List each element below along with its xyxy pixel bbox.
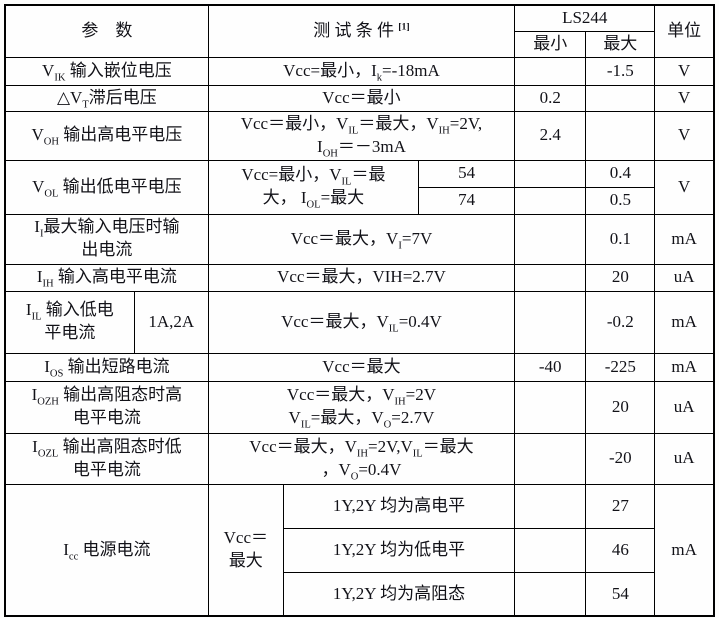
row-iozh-min [514,380,587,434]
row-iih-cond: Vcc＝最大，VIH=2.7V [207,263,516,292]
row-iozl-cond: Vcc＝最大，VIH=2V,VIL＝最大 ，VO=0.4V [207,432,516,485]
header-max: 最大 [585,30,656,58]
row-ios-param: IOS 输出短路电流 [4,352,209,382]
header-test-conditions: 测 试 条 件 [1] [207,4,516,58]
row-ii-unit: mA [654,213,715,265]
row-iih-min [514,263,587,292]
row-ios-cond: Vcc＝最大 [207,352,516,382]
row-vik-min [514,56,587,86]
row-ios-unit: mA [654,352,715,382]
row-vol-74-max: 0.5 [585,186,656,215]
row-icc-low-max: 46 [585,527,656,573]
row-vol-54-min [514,159,587,188]
row-vik-param: VIK 输入嵌位电压 [4,56,209,86]
row-voh-param: VOH 输出高电平电压 [4,110,209,161]
row-vol-74-label: 74 [418,186,516,215]
row-vik-unit: V [654,56,715,86]
row-icc-cond: Vcc＝ 最大 [207,483,284,617]
row-icc-param: Icc 电源电流 [4,483,209,617]
row-dvt-max [585,84,656,112]
row-voh-unit: V [654,110,715,161]
row-iil-gate: 1A,2A [133,290,209,354]
row-icc-hiz-min [514,571,587,617]
row-ii-cond: Vcc＝最大，VI=7V [207,213,516,265]
ls244-electrical-characteristics-table: 参 数 测 试 条 件 [1] LS244 单位 最小 最大 VIK 输入嵌位电… [4,4,715,618]
header-unit: 单位 [654,4,715,58]
row-icc-hiz-label: 1Y,2Y 均为高阻态 [282,571,516,617]
row-iozh-unit: uA [654,380,715,434]
row-voh-cond: Vcc＝最小，VIL＝最大，VIH=2V, IOH＝－3mA [207,110,516,161]
row-vol-param: VOL 输出低电平电压 [4,159,209,215]
row-icc-low-min [514,527,587,573]
row-vol-cond: Vcc=最小，VIL＝最 大， IOL=最大 [207,159,420,215]
row-icc-high-label: 1Y,2Y 均为高电平 [282,483,516,529]
row-iozh-max: 20 [585,380,656,434]
row-iil-min [514,290,587,354]
row-voh-min: 2.4 [514,110,587,161]
row-iih-unit: uA [654,263,715,292]
row-ios-max: -225 [585,352,656,382]
row-ii-param: II最大输入电压时输 出电流 [4,213,209,265]
row-ios-min: -40 [514,352,587,382]
row-iil-max: -0.2 [585,290,656,354]
row-iih-max: 20 [585,263,656,292]
row-iozh-param: IOZH 输出高阻态时高 电平电流 [4,380,209,434]
header-min: 最小 [514,30,587,58]
row-dvt-unit: V [654,84,715,112]
row-dvt-cond: Vcc＝最小 [207,84,516,112]
row-voh-max [585,110,656,161]
row-iozl-param: IOZL 输出高阻态时低 电平电流 [4,432,209,485]
row-dvt-param: △VT滞后电压 [4,84,209,112]
row-ii-max: 0.1 [585,213,656,265]
row-iozl-max: -20 [585,432,656,485]
header-device-ls244: LS244 [514,4,656,32]
row-icc-low-label: 1Y,2Y 均为低电平 [282,527,516,573]
row-vik-max: -1.5 [585,56,656,86]
row-iil-param: IIL 输入低电 平电流 [4,290,135,354]
row-vik-cond: Vcc=最小，Ik=-18mA [207,56,516,86]
row-icc-high-min [514,483,587,529]
row-iozl-min [514,432,587,485]
row-iil-unit: mA [654,290,715,354]
row-ii-min [514,213,587,265]
row-vol-54-max: 0.4 [585,159,656,188]
row-icc-hiz-max: 54 [585,571,656,617]
row-iih-param: IIH 输入高电平电流 [4,263,209,292]
row-vol-unit: V [654,159,715,215]
row-vol-74-min [514,186,587,215]
row-dvt-min: 0.2 [514,84,587,112]
row-icc-high-max: 27 [585,483,656,529]
header-parameter: 参 数 [4,4,209,58]
row-icc-unit: mA [654,483,715,617]
row-iil-cond: Vcc＝最大，VIL=0.4V [207,290,516,354]
row-iozh-cond: Vcc＝最大，VIH=2V VIL=最大，VO=2.7V [207,380,516,434]
row-vol-54-label: 54 [418,159,516,188]
row-iozl-unit: uA [654,432,715,485]
